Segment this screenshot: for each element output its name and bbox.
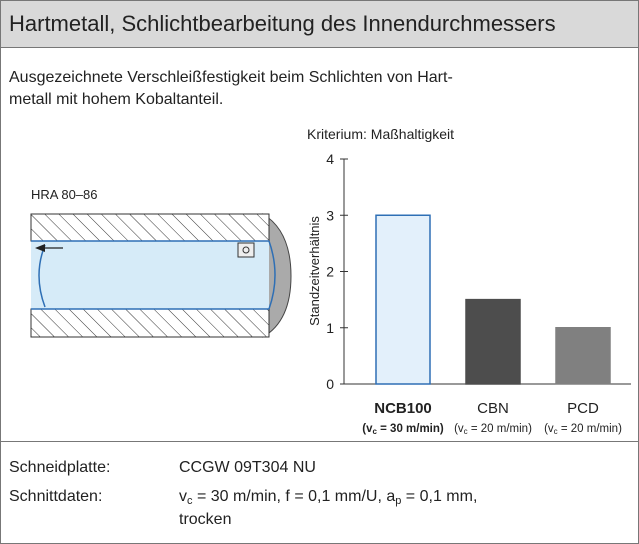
- y-tick-label: 2: [326, 264, 334, 280]
- x-tick-label: NCB100: [374, 400, 432, 417]
- spec-value: trocken: [179, 511, 231, 529]
- hardness-label: HRA 80–86: [31, 187, 98, 202]
- y-axis-label: Standzeitverhältnis: [307, 216, 322, 326]
- spec-value: CCGW 09T304 NU: [179, 459, 316, 477]
- text: (v: [362, 423, 373, 435]
- x-tick-label: PCD: [567, 400, 599, 417]
- x-tick-label: CBN: [477, 400, 509, 417]
- spec-label: Schneidplatte:: [9, 459, 111, 476]
- subscript: c: [464, 427, 468, 436]
- y-tick-label: 3: [326, 207, 334, 223]
- separator: [1, 441, 638, 442]
- chart-subtitle: Kriterium: Maßhaltigkeit: [307, 126, 454, 142]
- spec-value: vc = 30 m/min, f = 0,1 mm/U, ap = 0,1 mm…: [179, 488, 477, 507]
- description-line: metall mit hohem Kobaltanteil.: [9, 91, 224, 108]
- text: trocken: [179, 511, 232, 528]
- text: = 30 m/min): [377, 423, 444, 435]
- bar: [555, 327, 611, 385]
- category-note: (vc = 30 m/min): [362, 423, 444, 436]
- spec-label: Schnittdaten:: [9, 488, 103, 505]
- y-tick-label: 1: [326, 320, 334, 336]
- text: CCGW 09T304 NU: [179, 459, 316, 476]
- text: (v: [544, 423, 554, 435]
- workpiece-illustration: HRA 80–86: [30, 187, 292, 338]
- y-tick-label: 4: [326, 151, 334, 167]
- description-line: Ausgezeichnete Verschleißfestigkeit beim…: [9, 69, 453, 86]
- header: Hartmetall, Schlichtbearbeitung des Inne…: [1, 1, 638, 48]
- description: Ausgezeichnete Verschleißfestigkeit beim…: [9, 67, 453, 111]
- text: = 30 m/min, f = 0,1 mm/U, a: [192, 488, 396, 505]
- text: v: [179, 488, 187, 505]
- bar: [465, 298, 521, 385]
- title: Hartmetall, Schlichtbearbeitung des Inne…: [9, 11, 556, 36]
- text: = 0,1 mm,: [401, 488, 478, 505]
- subscript: p: [395, 495, 402, 507]
- text: = 20 m/min): [468, 423, 532, 435]
- category-note: (vc = 20 m/min): [544, 423, 622, 436]
- subscript: c: [372, 427, 377, 436]
- subscript: c: [187, 495, 193, 507]
- y-tick-label: 0: [326, 376, 334, 392]
- subscript: c: [554, 427, 558, 436]
- text: (v: [454, 423, 464, 435]
- category-note: (vc = 20 m/min): [454, 423, 532, 436]
- text: = 20 m/min): [558, 423, 622, 435]
- bar: [375, 214, 431, 385]
